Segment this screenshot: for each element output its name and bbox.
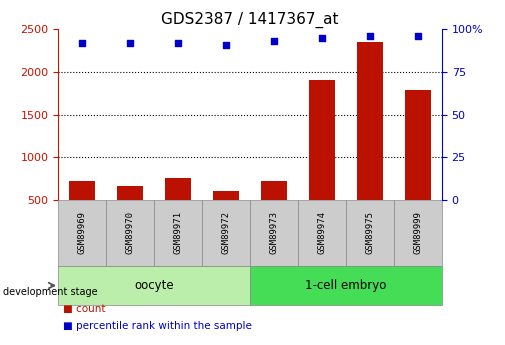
Text: ■ count: ■ count [63,304,106,314]
Bar [250,200,298,266]
Text: GSM89973: GSM89973 [270,211,278,255]
Point [174,40,182,46]
Text: development stage: development stage [3,287,97,296]
Bar [58,200,106,266]
Text: GSM89975: GSM89975 [366,211,374,255]
Bar [106,200,154,266]
Bar [261,181,287,243]
Text: ■ percentile rank within the sample: ■ percentile rank within the sample [63,321,252,331]
Bar [357,42,383,243]
Text: oocyte: oocyte [134,279,174,292]
Text: GSM89972: GSM89972 [222,211,230,255]
Bar [165,178,191,243]
Text: GSM89970: GSM89970 [126,211,134,255]
Bar [298,200,346,266]
Point [414,33,422,39]
Bar [213,191,239,243]
Point [222,42,230,48]
Bar [309,80,335,243]
Bar [405,90,431,243]
Text: GSM89969: GSM89969 [78,211,86,255]
Title: GDS2387 / 1417367_at: GDS2387 / 1417367_at [161,12,339,28]
Text: GSM89974: GSM89974 [318,211,326,255]
Text: GSM89971: GSM89971 [174,211,182,255]
Text: 1-cell embryo: 1-cell embryo [305,279,387,292]
Text: GSM89999: GSM89999 [414,211,422,255]
Point [366,33,374,39]
Bar [154,200,202,266]
Bar [394,200,442,266]
Point [78,40,86,46]
Bar [69,181,95,243]
Bar [202,200,250,266]
Bar [346,200,394,266]
Point [126,40,134,46]
Point [318,35,326,41]
Point [270,39,278,44]
Bar [117,186,143,243]
Bar [250,266,442,305]
Bar [58,266,250,305]
